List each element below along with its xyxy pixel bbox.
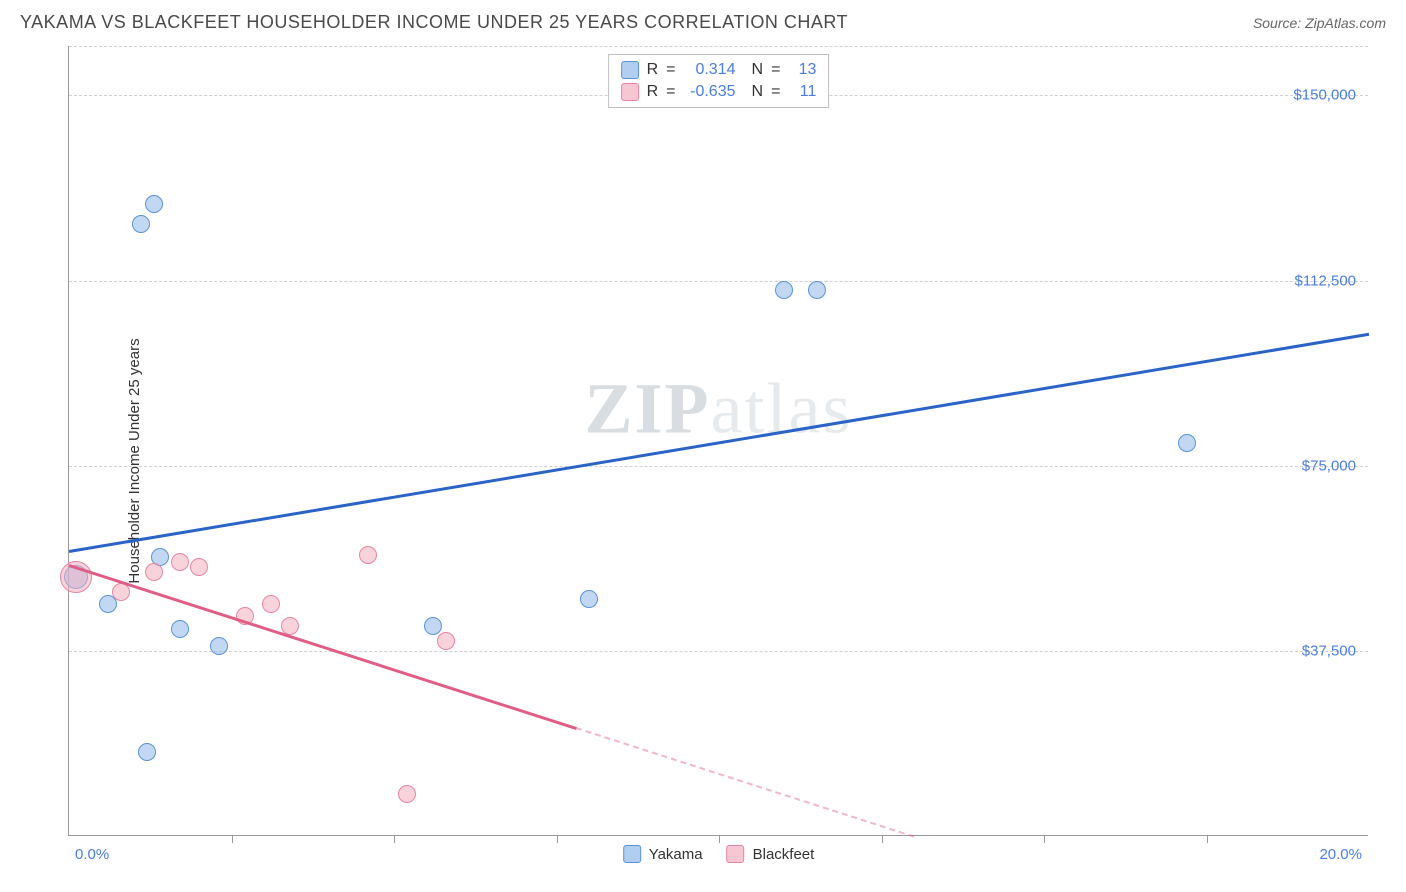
- y-tick-label: $75,000: [1302, 457, 1356, 474]
- swatch-yakama-icon: [621, 61, 639, 79]
- data-point: [808, 281, 826, 299]
- legend-item-blackfeet: Blackfeet: [727, 845, 815, 863]
- y-tick-label: $37,500: [1302, 642, 1356, 659]
- data-point: [145, 195, 163, 213]
- legend-row-blackfeet: R = -0.635 N = 11: [617, 81, 821, 103]
- swatch-blackfeet-icon: [621, 83, 639, 101]
- watermark: ZIPatlas: [585, 367, 853, 450]
- chart-container: Householder Income Under 25 years ZIPatl…: [20, 46, 1386, 876]
- x-tick: [394, 835, 395, 843]
- swatch-blackfeet-icon: [727, 845, 745, 863]
- legend-correlation: R = 0.314 N = 13 R = -0.635 N = 11: [608, 54, 830, 108]
- gridline: [69, 281, 1368, 282]
- chart-title: YAKAMA VS BLACKFEET HOUSEHOLDER INCOME U…: [20, 12, 848, 33]
- trend-line: [69, 332, 1369, 552]
- y-tick-label: $150,000: [1293, 87, 1356, 104]
- x-tick: [1044, 835, 1045, 843]
- gridline: [69, 651, 1368, 652]
- data-point: [210, 637, 228, 655]
- data-point: [424, 617, 442, 635]
- trend-line: [69, 565, 577, 731]
- data-point: [171, 553, 189, 571]
- data-point: [132, 215, 150, 233]
- x-tick: [232, 835, 233, 843]
- gridline: [69, 466, 1368, 467]
- data-point: [359, 546, 377, 564]
- legend-item-yakama: Yakama: [623, 845, 703, 863]
- data-point: [190, 558, 208, 576]
- data-point: [580, 590, 598, 608]
- gridline: [69, 46, 1368, 47]
- data-point: [437, 632, 455, 650]
- plot-area: ZIPatlas R = 0.314 N = 13 R = -0.635 N =…: [68, 46, 1368, 836]
- x-tick: [557, 835, 558, 843]
- x-tick: [719, 835, 720, 843]
- data-point: [398, 785, 416, 803]
- data-point: [138, 743, 156, 761]
- legend-series: Yakama Blackfeet: [623, 845, 815, 863]
- swatch-yakama-icon: [623, 845, 641, 863]
- x-tick-min: 0.0%: [75, 846, 109, 863]
- data-point: [1178, 434, 1196, 452]
- x-tick-max: 20.0%: [1319, 846, 1362, 863]
- data-point: [262, 595, 280, 613]
- y-tick-label: $112,500: [1295, 272, 1356, 289]
- legend-row-yakama: R = 0.314 N = 13: [617, 59, 821, 81]
- data-point: [171, 620, 189, 638]
- trend-line: [576, 727, 915, 838]
- data-point: [775, 281, 793, 299]
- data-point: [145, 563, 163, 581]
- source-attribution: Source: ZipAtlas.com: [1253, 15, 1386, 31]
- x-tick: [882, 835, 883, 843]
- x-tick: [1207, 835, 1208, 843]
